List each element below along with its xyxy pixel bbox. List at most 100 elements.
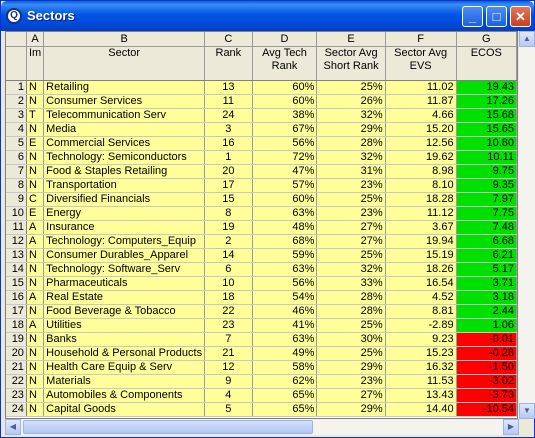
rank-cell[interactable]: 19 xyxy=(204,220,253,235)
short-rank-cell[interactable]: 30% xyxy=(316,332,386,347)
avg-tech-rank-cell[interactable]: 56% xyxy=(252,136,318,151)
avg-tech-rank-cell[interactable]: 38% xyxy=(252,108,318,123)
column-name[interactable]: Sector Avg EVS xyxy=(385,46,457,81)
short-rank-cell[interactable]: 28% xyxy=(316,304,386,319)
col-a-cell[interactable]: N xyxy=(26,94,45,109)
col-a-cell[interactable]: N xyxy=(26,346,45,361)
evs-cell[interactable]: 8.98 xyxy=(385,164,457,179)
table-row[interactable]: 10 E Energy 8 63% 23% 11.12 7.75 xyxy=(6,206,517,221)
avg-tech-rank-cell[interactable]: 59% xyxy=(252,248,318,263)
short-rank-cell[interactable]: 29% xyxy=(316,122,386,137)
short-rank-cell[interactable]: 32% xyxy=(316,150,386,165)
row-number[interactable]: 18 xyxy=(6,318,27,333)
column-letter[interactable]: E xyxy=(316,32,386,47)
column-name[interactable]: Im xyxy=(26,46,45,81)
short-rank-cell[interactable]: 25% xyxy=(316,318,386,333)
sector-cell[interactable]: Food Beverage & Tobacco xyxy=(43,304,206,319)
col-a-cell[interactable]: N xyxy=(26,80,45,95)
row-number[interactable]: 7 xyxy=(6,164,27,179)
rank-cell[interactable]: 3 xyxy=(204,122,253,137)
rank-cell[interactable]: 17 xyxy=(204,178,253,193)
evs-cell[interactable]: 12.56 xyxy=(385,136,457,151)
ecos-cell[interactable]: 15.68 xyxy=(456,108,517,123)
col-a-cell[interactable]: N xyxy=(26,262,45,277)
col-a-cell[interactable]: N xyxy=(26,178,45,193)
row-number[interactable]: 9 xyxy=(6,192,27,207)
evs-cell[interactable]: 8.10 xyxy=(385,178,457,193)
ecos-cell[interactable]: 19.43 xyxy=(456,80,517,95)
short-rank-cell[interactable]: 28% xyxy=(316,136,386,151)
ecos-cell[interactable]: 5.17 xyxy=(456,262,517,277)
row-number[interactable]: 24 xyxy=(6,402,27,417)
row-number[interactable]: 1 xyxy=(6,80,27,95)
avg-tech-rank-cell[interactable]: 58% xyxy=(252,360,318,375)
table-row[interactable]: 2 N Consumer Services 11 60% 26% 11.87 17.26 xyxy=(6,94,517,109)
table-row[interactable]: 6 N Technology: Semiconductors 1 72% 32% 19.62… xyxy=(6,150,517,165)
avg-tech-rank-cell[interactable]: 46% xyxy=(252,304,318,319)
data-grid[interactable]: A B C D E F G Im Sector Rank Avg Tech Ra… xyxy=(5,31,518,419)
short-rank-cell[interactable]: 25% xyxy=(316,192,386,207)
column-name[interactable]: ECOS xyxy=(456,46,517,81)
sector-cell[interactable]: Diversified Financials xyxy=(43,192,206,207)
avg-tech-rank-cell[interactable]: 65% xyxy=(252,388,318,403)
row-number[interactable]: 23 xyxy=(6,388,27,403)
short-rank-cell[interactable]: 28% xyxy=(316,290,386,305)
rank-cell[interactable]: 1 xyxy=(204,150,253,165)
table-row[interactable]: 16 A Real Estate 18 54% 28% 4.52 3.18 xyxy=(6,290,517,305)
rank-cell[interactable]: 4 xyxy=(204,388,253,403)
ecos-cell[interactable]: -3.02 xyxy=(456,374,517,389)
evs-cell[interactable]: 8.81 xyxy=(385,304,457,319)
column-name[interactable]: Rank xyxy=(204,46,253,81)
avg-tech-rank-cell[interactable]: 60% xyxy=(252,80,318,95)
rank-cell[interactable]: 21 xyxy=(204,346,253,361)
vertical-scrollbar[interactable]: ▲ ▼ xyxy=(519,31,535,419)
row-number[interactable]: 20 xyxy=(6,346,27,361)
col-a-cell[interactable]: N xyxy=(26,374,45,389)
sector-cell[interactable]: Transportation xyxy=(43,178,206,193)
short-rank-cell[interactable]: 26% xyxy=(316,94,386,109)
row-number[interactable]: 16 xyxy=(6,290,27,305)
short-rank-cell[interactable]: 23% xyxy=(316,206,386,221)
short-rank-cell[interactable]: 32% xyxy=(316,262,386,277)
table-row[interactable]: 19 N Banks 7 63% 30% 9.23 -0.01 xyxy=(6,332,517,347)
column-letter[interactable]: D xyxy=(252,32,318,47)
table-row[interactable]: 24 N Capital Goods 5 65% 29% 14.40 -10.54 xyxy=(6,402,517,417)
rank-cell[interactable]: 24 xyxy=(204,108,253,123)
column-letter[interactable]: G xyxy=(456,32,517,47)
ecos-cell[interactable]: 6.68 xyxy=(456,234,517,249)
table-row[interactable]: 20 N Household & Personal Products 21 49% 25%… xyxy=(6,346,517,361)
short-rank-cell[interactable]: 27% xyxy=(316,388,386,403)
evs-cell[interactable]: 11.87 xyxy=(385,94,457,109)
sector-cell[interactable]: Consumer Durables_Apparel xyxy=(43,248,206,263)
table-row[interactable]: 11 A Insurance 19 48% 27% 3.67 7.48 xyxy=(6,220,517,235)
ecos-cell[interactable]: 10.11 xyxy=(456,150,517,165)
avg-tech-rank-cell[interactable]: 60% xyxy=(252,94,318,109)
scroll-left-button[interactable]: ◀ xyxy=(5,419,21,435)
table-row[interactable]: 7 N Food & Staples Retailing 20 47% 31% 8.98 9.… xyxy=(6,164,517,179)
avg-tech-rank-cell[interactable]: 63% xyxy=(252,332,318,347)
column-letter[interactable]: A xyxy=(26,32,45,47)
table-row[interactable]: 17 N Food Beverage & Tobacco 22 46% 28% 8.81 2.… xyxy=(6,304,517,319)
evs-cell[interactable]: 11.02 xyxy=(385,80,457,95)
rank-cell[interactable]: 14 xyxy=(204,248,253,263)
ecos-cell[interactable]: -1.50 xyxy=(456,360,517,375)
row-number[interactable]: 6 xyxy=(6,150,27,165)
ecos-cell[interactable]: 1.06 xyxy=(456,318,517,333)
table-row[interactable]: 8 N Transportation 17 57% 23% 8.10 9.35 xyxy=(6,178,517,193)
ecos-cell[interactable]: 3.18 xyxy=(456,290,517,305)
ecos-cell[interactable]: 3.71 xyxy=(456,276,517,291)
sector-cell[interactable]: Banks xyxy=(43,332,206,347)
avg-tech-rank-cell[interactable]: 48% xyxy=(252,220,318,235)
ecos-cell[interactable]: 6.21 xyxy=(456,248,517,263)
evs-cell[interactable]: -2.89 xyxy=(385,318,457,333)
maximize-button[interactable]: □ xyxy=(486,6,507,27)
evs-cell[interactable]: 15.19 xyxy=(385,248,457,263)
row-number[interactable]: 11 xyxy=(6,220,27,235)
evs-cell[interactable]: 18.28 xyxy=(385,192,457,207)
col-a-cell[interactable]: N xyxy=(26,304,45,319)
evs-cell[interactable]: 11.12 xyxy=(385,206,457,221)
column-name[interactable]: Avg Tech Rank xyxy=(252,46,318,81)
col-a-cell[interactable]: N xyxy=(26,332,45,347)
evs-cell[interactable]: 9.23 xyxy=(385,332,457,347)
short-rank-cell[interactable]: 27% xyxy=(316,234,386,249)
